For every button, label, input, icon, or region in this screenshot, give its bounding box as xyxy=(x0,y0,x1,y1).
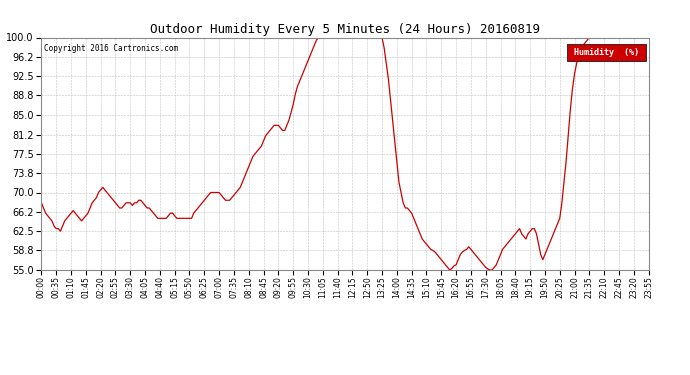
Title: Outdoor Humidity Every 5 Minutes (24 Hours) 20160819: Outdoor Humidity Every 5 Minutes (24 Hou… xyxy=(150,23,540,36)
Text: Copyright 2016 Cartronics.com: Copyright 2016 Cartronics.com xyxy=(44,45,179,54)
FancyBboxPatch shape xyxy=(566,45,646,61)
Text: Humidity  (%): Humidity (%) xyxy=(573,48,639,57)
